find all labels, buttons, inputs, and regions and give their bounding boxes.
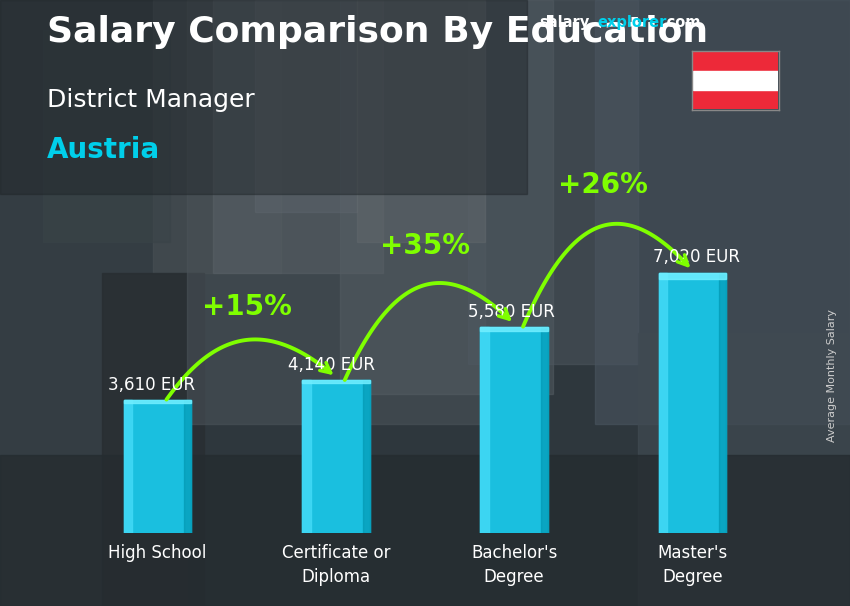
Bar (595, 0, 850, 424)
Bar (187, 0, 484, 424)
Bar (693, 71, 778, 90)
Bar (480, 327, 489, 533)
Bar (124, 399, 133, 533)
Text: 7,020 EUR: 7,020 EUR (653, 248, 740, 266)
Text: Salary Comparison By Education: Salary Comparison By Education (47, 15, 708, 49)
Bar (0, 454, 850, 606)
Bar (363, 380, 370, 533)
Text: explorer: explorer (598, 15, 667, 30)
Bar (255, 0, 357, 212)
Bar (480, 327, 548, 331)
Text: +15%: +15% (201, 293, 292, 321)
Text: Austria: Austria (47, 136, 160, 164)
Bar (659, 273, 726, 279)
Bar (480, 327, 548, 533)
Text: salary: salary (540, 15, 590, 30)
Text: Average Monthly Salary: Average Monthly Salary (827, 309, 837, 442)
Bar (357, 0, 484, 242)
Bar (302, 380, 370, 533)
Bar (212, 0, 382, 273)
Bar (0, 0, 187, 606)
Bar (124, 399, 191, 533)
Bar (541, 327, 548, 533)
Bar (102, 273, 204, 606)
Bar (340, 0, 552, 394)
Bar (153, 0, 280, 273)
Text: +35%: +35% (380, 232, 470, 260)
Text: District Manager: District Manager (47, 88, 254, 112)
Bar (42, 30, 170, 242)
Bar (302, 380, 370, 384)
Bar (719, 273, 726, 533)
Bar (0, 0, 527, 194)
Bar (302, 380, 311, 533)
Text: 5,580 EUR: 5,580 EUR (468, 303, 555, 321)
Text: 3,610 EUR: 3,610 EUR (108, 376, 195, 394)
Bar (124, 399, 191, 402)
Bar (468, 0, 638, 364)
Bar (659, 273, 726, 533)
Bar (184, 399, 191, 533)
Text: .com: .com (661, 15, 700, 30)
Text: 4,140 EUR: 4,140 EUR (287, 356, 375, 375)
Text: +26%: +26% (558, 171, 649, 199)
Bar (659, 273, 667, 533)
Bar (638, 333, 850, 606)
